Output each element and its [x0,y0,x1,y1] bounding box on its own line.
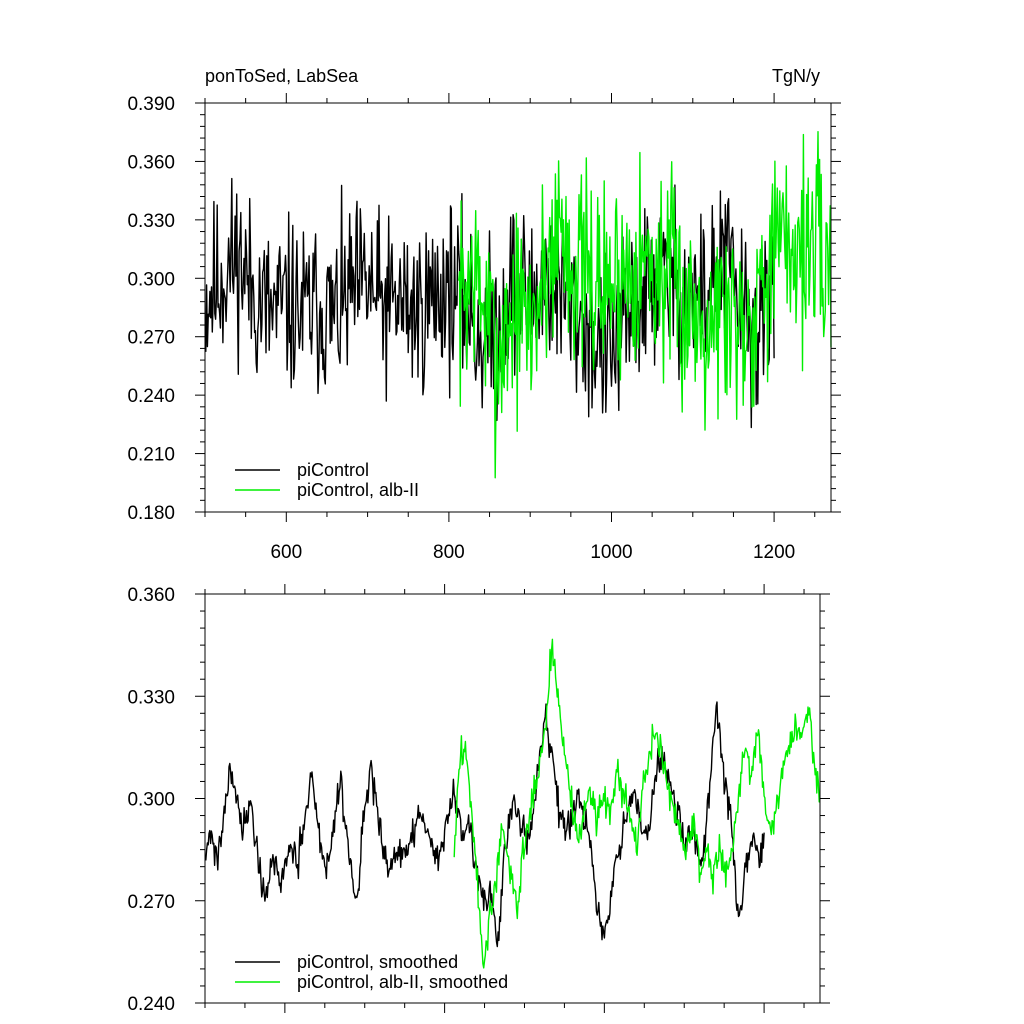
top-panel: ponToSed, LabSea TgN/y 0.1800.2100.2400.… [127,66,841,563]
legend-label: piControl, alb-II [297,480,419,500]
bottom-series-group [205,638,821,969]
y-tick-label: 0.270 [127,328,175,349]
y-tick-label: 0.240 [127,994,175,1015]
units-label: TgN/y [772,66,820,86]
series-line-picontrol-alb-ii [458,131,832,479]
x-tick-label: 600 [270,542,302,563]
top-axes: 0.180 0.210 0.240 0.270 0.300 0.330 0.360 0.390… [127,93,841,563]
y-tick-label: 0.390 [127,94,175,115]
y-tick-label: 0.300 [127,269,175,290]
legend-label: piControl, alb-II, smoothed [297,972,508,992]
panel-title-left: ponToSed, LabSea [205,66,359,86]
bottom-axes: 0.240 0.270 0.300 0.330 0.360 [127,584,830,1015]
legend-label: piControl, smoothed [297,952,458,972]
y-tick-label: 0.330 [127,687,175,708]
y-tick-label: 0.210 [127,445,175,466]
x-tick-label: 1000 [590,542,632,563]
y-tick-label: 0.300 [127,790,175,811]
x-tick-label: 1200 [753,542,795,563]
plot-frame [204,102,832,513]
y-tick-label: 0.240 [127,386,175,407]
bottom-panel: 0.240 0.270 0.300 0.330 0.360 piControl, smo… [127,584,830,1015]
y-tick-label: 0.360 [127,585,175,606]
x-tick-label: 800 [433,542,465,563]
y-tick-label: 0.330 [127,211,175,232]
y-tick-label: 0.360 [127,152,175,173]
series-line-picontrol [205,701,765,948]
legend-label: piControl [297,460,369,480]
series-line-picontrol [205,177,775,429]
top-series-group [205,131,832,479]
y-tick-label: 0.270 [127,892,175,913]
series-line-picontrol-alb-ii [453,638,821,969]
y-tick-label: 0.180 [127,503,175,524]
